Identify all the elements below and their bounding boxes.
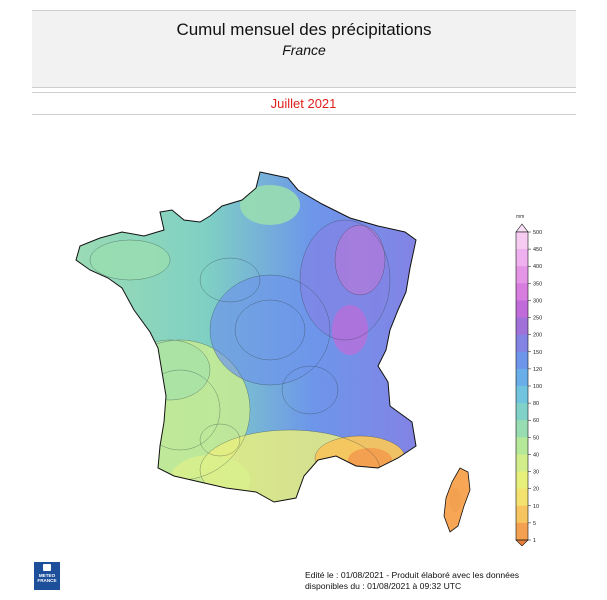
legend-swatch bbox=[516, 471, 528, 490]
legend-swatch bbox=[516, 403, 528, 421]
legend-tick-label: 100 bbox=[533, 384, 542, 390]
legend-cap-top bbox=[515, 223, 529, 233]
map-subtitle: France bbox=[282, 42, 326, 58]
legend-swatch bbox=[516, 351, 528, 370]
legend-swatch bbox=[516, 249, 528, 267]
legend-swatch bbox=[516, 300, 528, 319]
legend-swatch bbox=[516, 368, 528, 387]
legend-tick-label: 120 bbox=[533, 367, 542, 373]
legend-tick-label: 350 bbox=[533, 281, 542, 287]
logo-icon bbox=[43, 564, 51, 571]
precipitation-map bbox=[75, 171, 471, 533]
legend-tick-label: 5 bbox=[533, 521, 536, 527]
legend-swatch bbox=[516, 505, 528, 524]
divider-bottom bbox=[32, 114, 576, 115]
legend-swatch bbox=[516, 266, 528, 284]
legend-tick-label: 300 bbox=[533, 298, 542, 304]
divider-top bbox=[32, 92, 576, 93]
legend-swatch bbox=[516, 420, 528, 438]
legend-swatch bbox=[516, 334, 528, 353]
legend-swatch bbox=[516, 488, 528, 507]
legend-scale: mm 5004504003503002502001501201008060504… bbox=[515, 214, 542, 546]
legend-tick-label: 40 bbox=[533, 452, 539, 458]
footer-line-1: Edité le : 01/08/2021 - Produit élaboré … bbox=[305, 570, 520, 580]
legend-tick-label: 1 bbox=[533, 538, 536, 544]
meteo-france-logo: METEO FRANCE bbox=[34, 562, 60, 590]
header-panel: Cumul mensuel des précipitations France bbox=[32, 10, 576, 88]
legend-tick-label: 20 bbox=[533, 487, 539, 493]
legend-swatch bbox=[516, 283, 528, 301]
legend-swatch bbox=[516, 317, 528, 336]
footer-note: Edité le : 01/08/2021 - Produit élaboré … bbox=[305, 570, 519, 592]
legend-cap-bottom bbox=[515, 539, 529, 546]
legend-swatch bbox=[516, 454, 528, 473]
footer-line-2: disponibles du : 01/08/2021 à 09:32 UTC bbox=[305, 581, 462, 591]
legend-tick-label: 400 bbox=[533, 264, 542, 270]
legend-tick-label: 10 bbox=[533, 504, 539, 510]
legend-swatch bbox=[516, 437, 528, 455]
legend-tick-label: 150 bbox=[533, 350, 542, 356]
period-label: Juillet 2021 bbox=[270, 96, 337, 111]
legend-tick-label: 200 bbox=[533, 333, 542, 339]
legend-tick-label: 500 bbox=[533, 230, 542, 236]
legend-tick-label: 450 bbox=[533, 247, 542, 253]
logo-text: METEO FRANCE bbox=[37, 573, 57, 583]
legend-tick-label: 50 bbox=[533, 435, 539, 441]
legend-unit: mm bbox=[516, 214, 524, 220]
legend-tick-label: 30 bbox=[533, 470, 539, 476]
map-title: Cumul mensuel des précipitations bbox=[176, 20, 432, 39]
legend-tick-label: 80 bbox=[533, 401, 539, 407]
legend-swatch bbox=[516, 386, 528, 404]
legend-tick-label: 250 bbox=[533, 316, 542, 322]
legend-swatch bbox=[516, 522, 528, 541]
legend-swatch bbox=[516, 232, 528, 250]
legend-tick-label: 60 bbox=[533, 418, 539, 424]
